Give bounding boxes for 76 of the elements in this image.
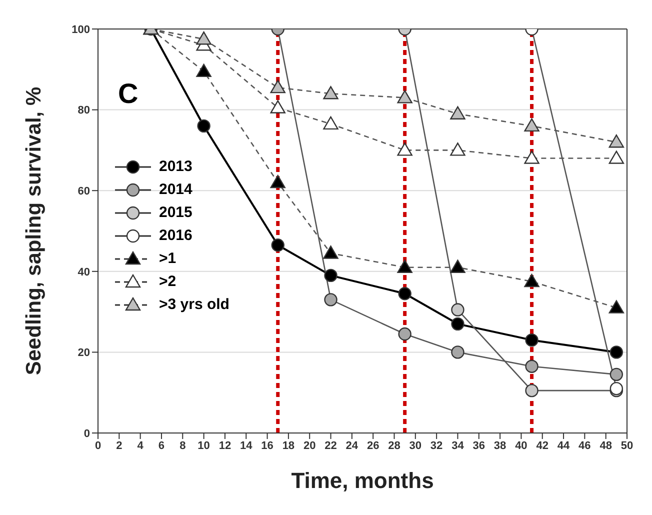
x-tick-label: 22	[324, 440, 337, 452]
x-tick-label: 44	[557, 440, 571, 452]
x-tick-label: 14	[240, 440, 254, 452]
x-tick-label: 50	[620, 440, 634, 452]
point	[324, 268, 338, 282]
annotation: C	[118, 78, 138, 110]
point	[524, 274, 540, 288]
y-tick-label: 100	[72, 24, 90, 36]
point	[323, 116, 338, 130]
point	[451, 303, 464, 316]
point	[398, 287, 412, 300]
x-tick-label: 20	[303, 440, 316, 452]
x-tick-label: 30	[409, 440, 422, 452]
point	[608, 150, 624, 164]
point	[397, 260, 412, 273]
point	[270, 174, 286, 188]
point	[524, 150, 540, 164]
x-tick-label: 32	[430, 440, 443, 452]
point	[323, 246, 338, 259]
y-tick-label: 0	[84, 428, 90, 440]
x-tick-label: 8	[180, 440, 186, 452]
legend-label: 2015	[159, 204, 192, 221]
x-tick-label: 34	[452, 440, 465, 452]
point	[197, 119, 210, 133]
point	[323, 86, 338, 100]
legend-label: >3 yrs old	[159, 296, 230, 313]
x-tick-label: 10	[198, 440, 210, 452]
point	[397, 142, 412, 156]
point	[270, 80, 286, 94]
x-tick-label: 0	[94, 440, 102, 452]
point	[525, 333, 538, 347]
x-tick-label: 46	[578, 440, 591, 452]
x-tick-label: 26	[366, 440, 380, 452]
x-tick-label: 28	[388, 440, 400, 452]
point	[525, 360, 538, 373]
point	[450, 260, 466, 273]
point	[270, 100, 286, 114]
point	[397, 90, 412, 104]
point	[524, 118, 540, 132]
point	[525, 384, 538, 398]
legend-label: 2013	[159, 158, 192, 175]
x-tick-label: 24	[346, 440, 359, 452]
y-tick-label: 60	[78, 186, 90, 198]
legend-label: >1	[159, 250, 176, 267]
y-tick-label: 20	[78, 347, 90, 360]
point	[398, 327, 412, 341]
legend-label: 2014	[159, 181, 192, 198]
point	[451, 346, 464, 359]
point	[450, 142, 466, 156]
x-tick-label: 2	[116, 440, 122, 452]
y-tick-label: 40	[78, 266, 90, 278]
y-tick-label: 80	[78, 104, 90, 117]
point	[271, 238, 284, 252]
point	[196, 64, 212, 78]
x-tick-label: 18	[282, 440, 295, 452]
x-tick-label: 40	[515, 440, 528, 452]
x-tick-label: 36	[472, 440, 486, 452]
x-tick-label: 42	[536, 440, 548, 452]
point	[610, 346, 624, 359]
legend-label: 2016	[159, 227, 192, 244]
x-tick-label: 4	[137, 440, 144, 452]
point	[324, 293, 338, 306]
point	[450, 106, 466, 120]
point	[608, 134, 624, 148]
point	[610, 368, 624, 382]
x-tick-label: 38	[494, 440, 506, 452]
legend-label: >2	[159, 273, 176, 290]
point	[451, 317, 464, 331]
point	[196, 32, 212, 45]
point	[608, 300, 624, 314]
y-axis-title: Seedling, sapling survival, %	[22, 86, 46, 376]
x-tick-label: 48	[600, 440, 612, 452]
x-tick-label: 6	[158, 440, 165, 452]
x-tick-label: 16	[261, 440, 274, 452]
x-tick-label: 12	[218, 440, 232, 452]
x-axis-title: Time, months	[291, 468, 434, 493]
